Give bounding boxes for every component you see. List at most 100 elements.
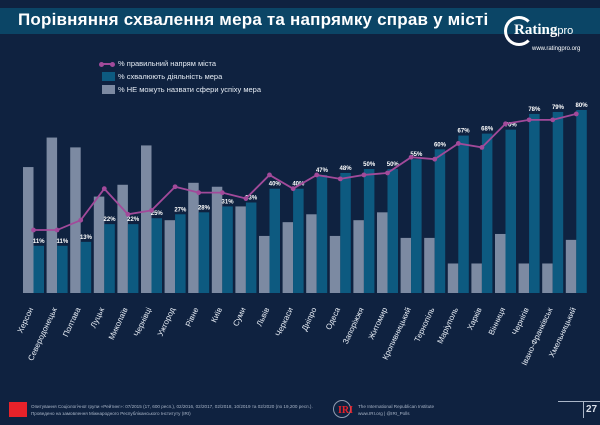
line-point <box>125 211 131 217</box>
bar-cannot-name <box>282 222 294 293</box>
bar-approve <box>316 174 328 293</box>
category-tick-label: Маріуполь <box>436 306 461 345</box>
bar-approve <box>57 245 68 293</box>
rating-footer-logo <box>9 402 27 417</box>
bar-approve <box>33 245 44 293</box>
approve-data-label: 33% <box>245 195 258 201</box>
iri-logo: IRI <box>333 400 355 418</box>
page-title: Порівняння схвалення мера та напрямку сп… <box>18 10 489 29</box>
category-tick-label: Запоріжжя <box>341 306 366 345</box>
line-point <box>432 156 438 162</box>
approve-data-label: 50% <box>363 162 376 168</box>
chart-canvas: 11%Херсон11%Северодонецьк13%Полтава22%Лу… <box>16 103 589 367</box>
bar-cannot-name <box>46 137 58 293</box>
category-tick-label: Черкаси <box>274 306 295 338</box>
approve-data-label: 60% <box>434 142 447 148</box>
page-separator <box>583 402 584 418</box>
line-point <box>503 121 508 127</box>
line-direction-series <box>33 113 577 231</box>
cannot-name-swatch-icon <box>102 85 115 94</box>
approve-data-label: 55% <box>410 152 423 158</box>
bar-approve <box>363 169 375 293</box>
bar-approve <box>434 149 446 293</box>
bar-approve <box>175 214 186 293</box>
category-tick-label: Одеса <box>324 306 342 332</box>
bar-cannot-name <box>188 182 199 293</box>
bar-cannot-name <box>495 233 506 293</box>
bar-approve <box>104 224 115 293</box>
bar-cannot-name <box>141 145 152 293</box>
line-point <box>361 172 367 178</box>
bar-cannot-name <box>518 263 530 293</box>
bar-approve <box>245 202 257 293</box>
category-tick-label: Львів <box>255 306 271 328</box>
category-tick-label: Дніпро <box>300 306 319 333</box>
bar-cannot-name <box>164 220 176 293</box>
line-point <box>196 190 202 196</box>
approve-data-label: 47% <box>316 168 329 174</box>
bar-approve <box>151 218 162 293</box>
page-divider <box>558 401 600 402</box>
line-point <box>314 172 320 178</box>
line-point <box>219 190 225 196</box>
approve-data-label: 31% <box>222 199 235 205</box>
line-point <box>550 117 556 123</box>
bar-approve <box>505 129 516 293</box>
page-number: 27 <box>586 404 598 415</box>
category-tick-label: Рівне <box>184 306 201 329</box>
category-tick-label: Вінниця <box>487 306 508 336</box>
line-point <box>149 207 154 213</box>
approve-data-label: 13% <box>80 235 93 241</box>
approve-data-label: 48% <box>340 166 353 172</box>
line-point <box>408 154 414 160</box>
iri-info: The International Republican Institute w… <box>358 404 434 417</box>
bar-approve <box>198 212 210 293</box>
bar-cannot-name <box>542 263 553 293</box>
bar-cannot-name <box>259 235 270 293</box>
category-tick-label: Тернопіль <box>413 306 437 343</box>
line-point <box>243 196 249 201</box>
bar-approve <box>127 224 139 293</box>
bar-cannot-name <box>235 206 246 293</box>
line-point <box>455 141 461 146</box>
approve-data-label: 25% <box>151 211 164 217</box>
bar-approve <box>481 133 493 293</box>
bar-approve <box>458 135 469 293</box>
approve-data-label: 50% <box>387 162 400 168</box>
bar-cannot-name <box>377 212 388 293</box>
title-bar <box>0 8 600 34</box>
logo-text: Rating <box>514 22 558 38</box>
bar-approve <box>222 206 233 293</box>
approve-data-label: 40% <box>269 182 282 188</box>
category-tick-label: Суми <box>231 306 247 328</box>
line-point <box>101 186 107 192</box>
legend-label: % НЕ можуть назвати сфери успіху мера <box>118 85 261 94</box>
bar-approve <box>576 110 587 293</box>
bar-approve <box>387 169 398 293</box>
iri-name: The International Republican Institute <box>358 404 435 409</box>
bar-cannot-name <box>565 239 577 293</box>
iri-links: www.IRI.org | @IRI_Polls <box>358 410 410 416</box>
bar-approve <box>80 241 92 293</box>
bar-approve <box>269 188 280 293</box>
line-swatch-icon <box>99 61 115 67</box>
approve-data-label: 78% <box>528 107 541 113</box>
approve-data-label: 27% <box>174 207 187 213</box>
line-point <box>385 170 390 176</box>
approve-data-label: 67% <box>458 129 471 135</box>
line-point <box>78 217 84 223</box>
bar-approve <box>411 159 422 293</box>
approve-swatch-icon <box>102 72 115 81</box>
line-point <box>31 227 36 233</box>
line-point <box>54 227 60 233</box>
bar-cannot-name <box>447 263 459 293</box>
approve-data-label: 22% <box>104 217 117 223</box>
legend-item-cannot-name: % НЕ можуть назвати сфери успіху мера <box>100 84 261 97</box>
category-tick-label: Миколаїв <box>107 306 130 341</box>
category-tick-label: Житомир <box>367 306 390 341</box>
bar-cannot-name <box>306 214 317 293</box>
source-note: Опитування Соціологічної групи «Рейтинг»… <box>31 404 313 417</box>
category-tick-label: Київ <box>209 306 224 324</box>
bar-cannot-name <box>329 235 341 293</box>
category-tick-label: Полтава <box>61 306 83 339</box>
